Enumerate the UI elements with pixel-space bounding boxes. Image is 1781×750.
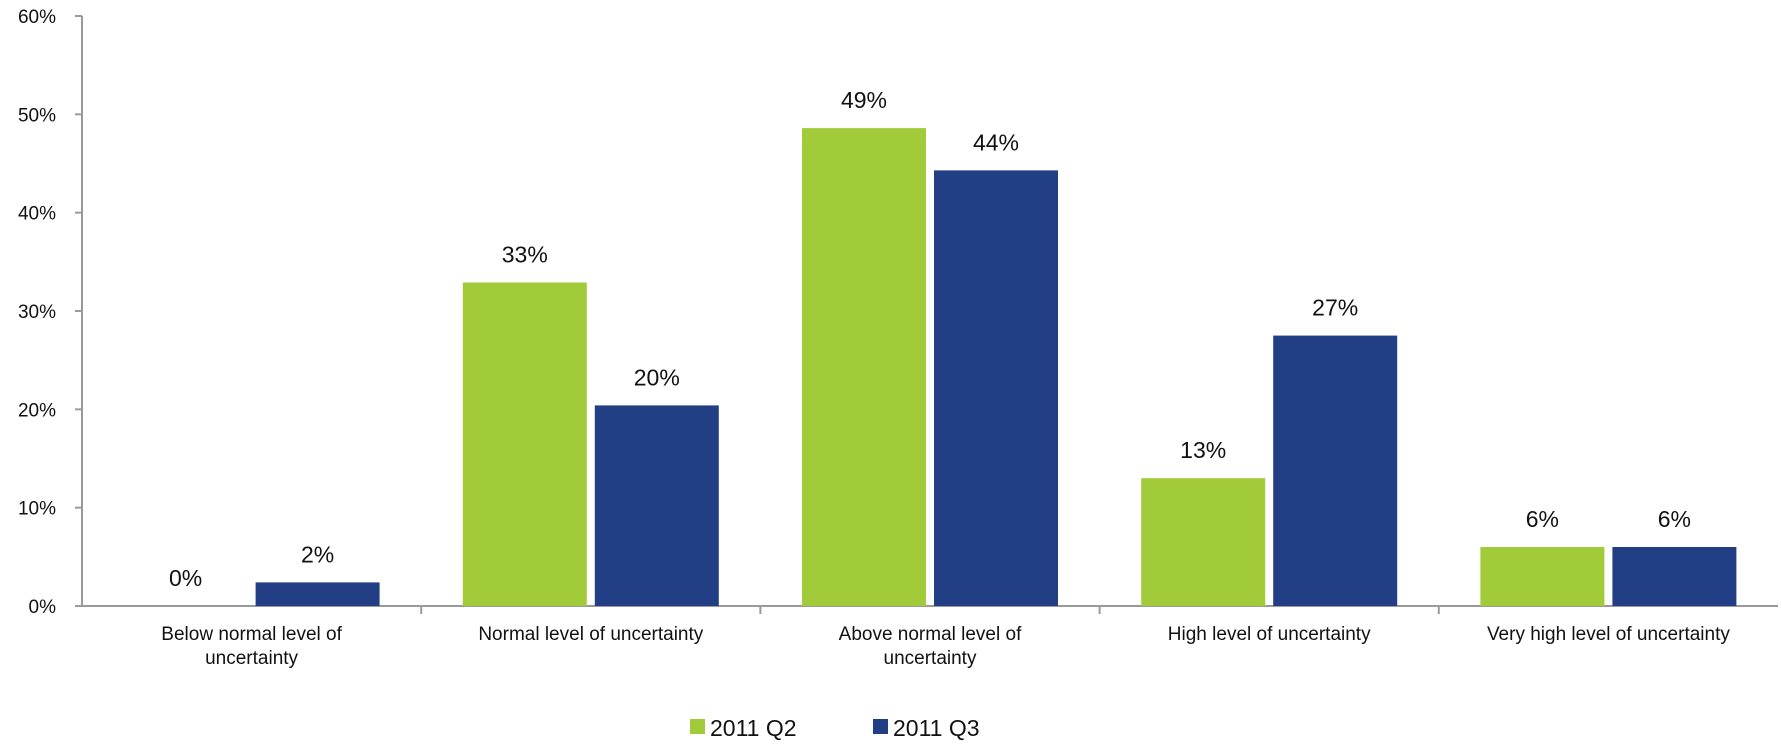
bar xyxy=(462,282,587,606)
x-category-label: High level of uncertainty xyxy=(1168,624,1371,645)
y-tick-label: 20% xyxy=(18,400,56,421)
data-label: 13% xyxy=(1180,437,1226,463)
x-category-label-line: uncertainty xyxy=(205,648,298,669)
data-label: 33% xyxy=(502,241,548,267)
x-category-label: Above normal level of uncertainty xyxy=(839,624,1022,669)
y-tick-label: 40% xyxy=(18,204,56,225)
legend-label: 2011 Q2 xyxy=(710,715,797,741)
x-category-label: Normal level of uncertainty xyxy=(478,624,703,645)
y-tick-label: 50% xyxy=(18,105,56,126)
x-category-label: Below normal level of uncertainty xyxy=(161,624,342,669)
bar xyxy=(802,128,926,606)
legend: 2011 Q2 2011 Q3 xyxy=(690,715,980,741)
legend-swatch xyxy=(690,719,705,734)
data-label: 6% xyxy=(1658,506,1691,532)
y-tick-label: 10% xyxy=(18,499,56,520)
x-category-label-line: Above normal level of xyxy=(839,624,1022,645)
bar xyxy=(255,582,380,606)
bar xyxy=(594,405,719,606)
x-category-label-line: High level of uncertainty xyxy=(1168,624,1371,645)
data-label: 6% xyxy=(1526,506,1559,532)
bar xyxy=(1480,547,1605,606)
bar xyxy=(934,170,1058,606)
bars xyxy=(255,128,1737,606)
x-category-label-line: Very high level of uncertainty xyxy=(1487,624,1730,645)
x-axis: Below normal level of uncertainty Normal l… xyxy=(82,605,1778,669)
bar xyxy=(1612,547,1737,606)
y-tick-label: 0% xyxy=(29,597,57,618)
y-axis: 0% 10% 20% 30% 40% 50% 60% xyxy=(18,7,83,618)
data-labels: 0% 2% 33% 20% 49% 44% 13% 27% 6% 6% xyxy=(169,87,1691,591)
legend-label: 2011 Q3 xyxy=(893,715,980,741)
data-label: 2% xyxy=(301,541,334,567)
x-category-label-line: Normal level of uncertainty xyxy=(478,624,703,645)
y-tick-label: 30% xyxy=(18,302,56,323)
bar xyxy=(1273,335,1398,606)
y-tick-label: 60% xyxy=(18,7,56,28)
data-label: 27% xyxy=(1312,295,1358,321)
x-category-label-line: Below normal level of xyxy=(161,624,342,645)
data-label: 49% xyxy=(841,87,887,113)
legend-swatch xyxy=(873,719,888,734)
data-label: 20% xyxy=(634,364,680,390)
x-category-label-line: uncertainty xyxy=(884,648,977,669)
x-category-label: Very high level of uncertainty xyxy=(1487,624,1730,645)
data-label: 44% xyxy=(973,129,1019,155)
bar xyxy=(1141,478,1266,606)
data-label: 0% xyxy=(169,565,202,591)
